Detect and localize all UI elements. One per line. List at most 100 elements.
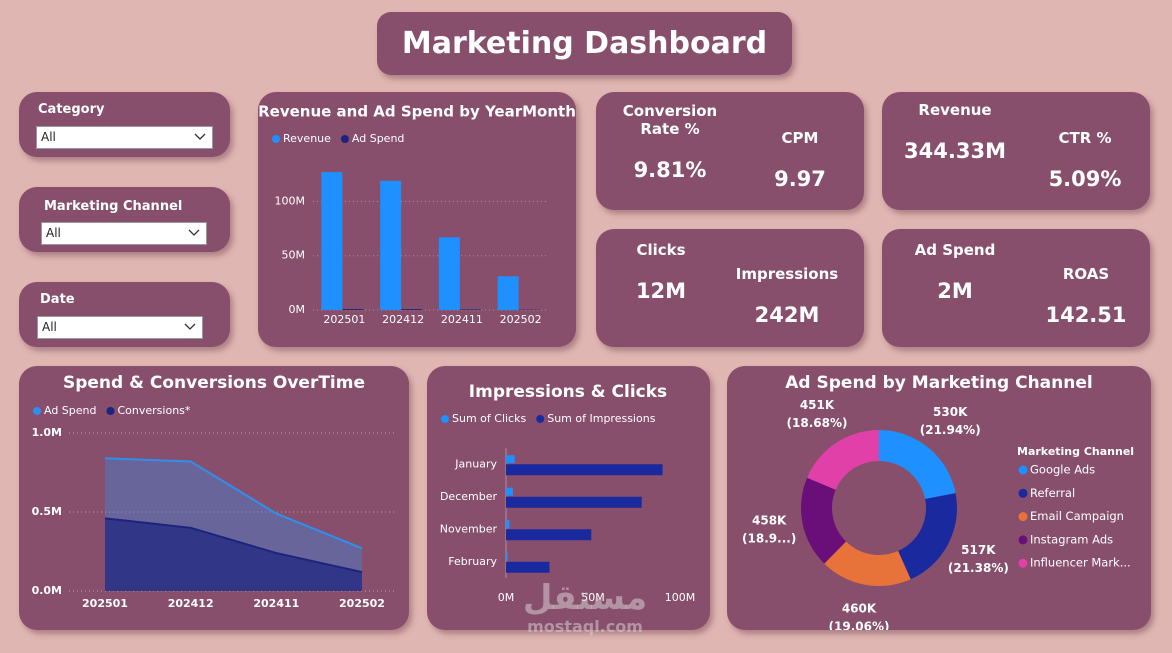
y-tick-label: 0.5M (32, 505, 62, 518)
x-tick-label: 202501 (82, 597, 128, 610)
filter-dropdown[interactable]: All (37, 316, 203, 339)
kpi-value: 5.09% (1048, 167, 1122, 191)
bar (506, 552, 508, 561)
kpi-card (882, 229, 1150, 347)
legend-marker (106, 407, 115, 415)
kpi-label: Clicks (636, 241, 686, 259)
line (104, 517, 363, 574)
chart: Ad Spend by Marketing Channel 530K (21.94%… (742, 373, 1134, 630)
kpi-label: CPM (781, 129, 819, 147)
donut-slice (879, 430, 956, 500)
bar (506, 496, 642, 508)
percent-label: (21.94%) (920, 423, 981, 437)
kpi-label: Conversion Rate % (622, 102, 718, 138)
bar (506, 561, 550, 573)
y-tick-label: 1.0M (32, 426, 62, 439)
data-label: 460K (842, 602, 877, 616)
data-label: 530K (933, 405, 968, 419)
bar (401, 309, 423, 310)
legend-label: Instagram Ads (1030, 532, 1113, 546)
legend-label: Conversions* (118, 404, 191, 417)
chart: Impressions & Clicks Sum of Clicks Sum of … (440, 382, 696, 604)
bar (438, 237, 460, 310)
legend-marker (1018, 512, 1028, 522)
x-tick-label: 202502 (500, 313, 542, 326)
chevron-line (184, 323, 196, 330)
bar (459, 309, 481, 310)
x-tick-label: 202502 (339, 597, 385, 610)
watermark-text: مستقل (522, 578, 648, 618)
bar (506, 464, 663, 476)
filter-value: All (41, 130, 56, 144)
kpi-card (596, 92, 864, 210)
y-tick-label: 0.0M (32, 584, 62, 597)
legend-marker (1018, 465, 1028, 475)
bar (380, 180, 402, 310)
kpi-value: 2M (937, 279, 973, 303)
filter-label: Category (38, 102, 105, 117)
legend-label: Revenue (283, 132, 331, 145)
chart-card: Revenue and Ad Spend by YearMonth Revenue… (258, 92, 576, 347)
line (104, 457, 363, 550)
donut-slice (898, 493, 957, 580)
chart-title: Impressions & Clicks (469, 382, 667, 402)
chevron (188, 229, 200, 236)
chart-title: Spend & Conversions OverTime (63, 373, 365, 393)
legend-title: Marketing Channel (1017, 445, 1134, 458)
data-label: 458K (752, 513, 787, 527)
donut-slice (824, 541, 911, 586)
filter-label: Date (40, 292, 75, 307)
percent-label: (18.9...) (742, 531, 796, 545)
kpi-value: 344.33M (904, 139, 1006, 163)
chevron (194, 133, 206, 140)
bar (497, 276, 519, 310)
chevron-line (188, 229, 200, 236)
x-tick-label: 50M (581, 591, 605, 604)
percent-label: (21.38%) (948, 561, 1009, 575)
chart: Spend & Conversions OverTime Ad Spend Conv… (32, 373, 397, 610)
chart-card: Impressions & Clicks Sum of Clicks Sum of … (427, 366, 710, 630)
dashboard-title: Marketing Dashboard (401, 26, 768, 61)
title-box: Marketing Dashboard (377, 12, 792, 75)
data-label: 517K (961, 543, 996, 557)
chevron (184, 323, 196, 330)
kpi-card (596, 229, 864, 347)
legend-marker (536, 415, 545, 423)
y-tick-label: 100M (275, 194, 306, 207)
filter-dropdown[interactable]: All (36, 126, 213, 149)
filter-value: All (46, 226, 61, 240)
percent-label: (19.06%) (829, 620, 890, 630)
filter-label: Marketing Channel (44, 199, 183, 214)
legend-label: Sum of Clicks (452, 412, 526, 425)
kpi-value: 12M (635, 279, 687, 303)
y-tick-label: February (448, 555, 497, 568)
kpi-label: ROAS (1062, 265, 1110, 283)
bar (506, 520, 510, 529)
legend-label: Ad Spend (44, 404, 97, 417)
kpi-label: Impressions (735, 265, 839, 283)
legend-marker (1018, 535, 1028, 545)
legend-label: Email Campaign (1030, 509, 1124, 523)
kpi-value: 242M (754, 303, 820, 327)
chart-card: Spend & Conversions OverTime Ad Spend Conv… (19, 366, 409, 630)
bar (321, 172, 343, 310)
chart-title: Ad Spend by Marketing Channel (785, 373, 1092, 393)
y-tick-label: January (454, 457, 497, 470)
chevron-line (194, 133, 206, 140)
bar (506, 455, 515, 464)
kpi-label: Revenue (918, 101, 992, 119)
kpi-value: 9.81% (633, 158, 707, 182)
watermark-site: mostaql.com (527, 617, 643, 636)
chart-title: Revenue and Ad Spend by YearMonth (258, 103, 576, 121)
kpi-label: Ad Spend (914, 241, 996, 259)
filter-dropdown[interactable]: All (41, 222, 207, 245)
legend-marker (441, 415, 449, 423)
legend-marker (1018, 558, 1028, 568)
x-tick-label: 202412 (382, 313, 424, 326)
kpi-label: CTR % (1058, 129, 1112, 147)
x-tick-label: 0M (498, 591, 515, 604)
legend-marker (340, 135, 349, 143)
legend-label: Influencer Mark... (1030, 556, 1131, 570)
x-tick-label: 100M (665, 591, 696, 604)
